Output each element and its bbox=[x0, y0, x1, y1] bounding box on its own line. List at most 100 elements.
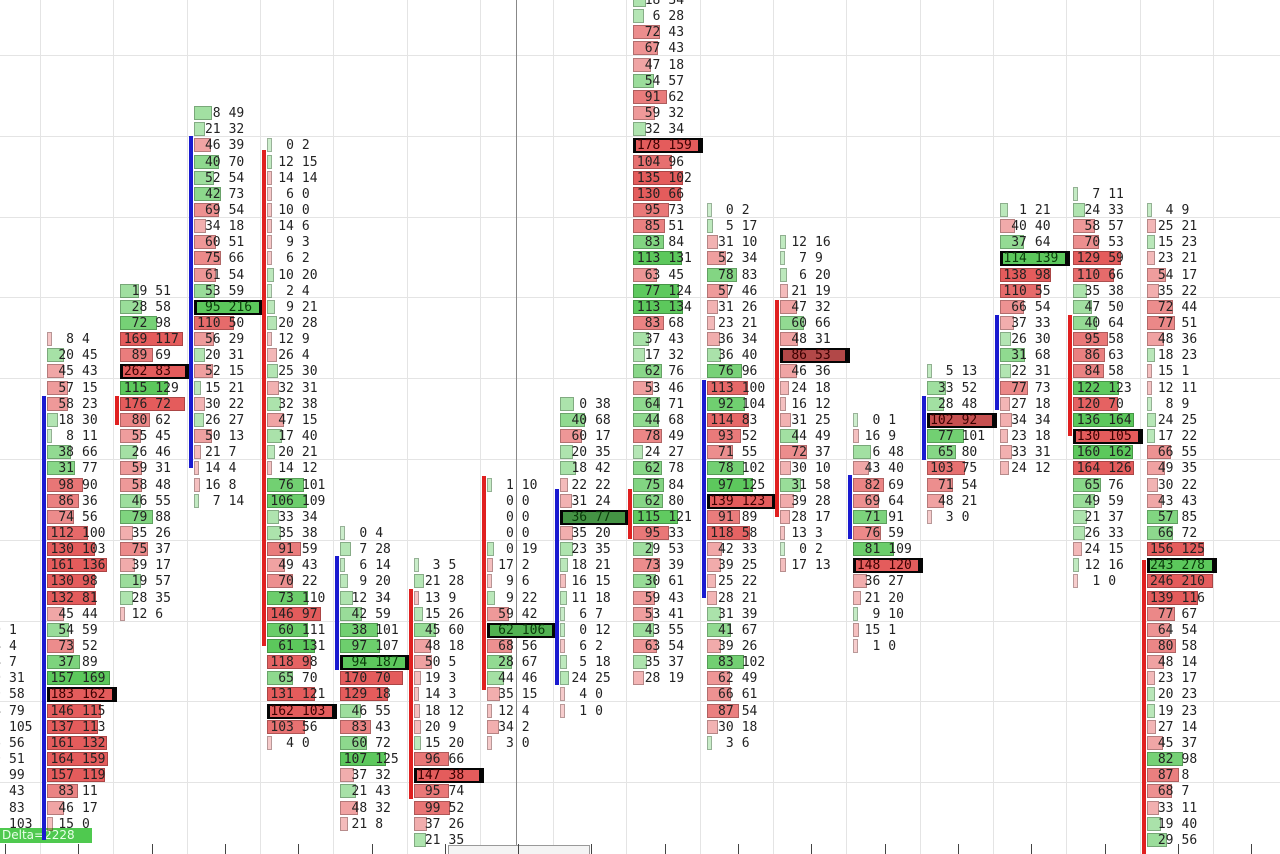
price-level-cell[interactable]: 66 61 bbox=[706, 687, 777, 702]
poc-cell[interactable]: 243 278 bbox=[1146, 558, 1217, 574]
price-level-cell[interactable]: 169 117 bbox=[120, 332, 190, 347]
price-level-cell[interactable]: 59 42 bbox=[486, 606, 557, 622]
price-level-cell[interactable]: 67 43 bbox=[633, 41, 703, 56]
price-level-cell[interactable]: 29 56 bbox=[1146, 832, 1217, 848]
price-level-cell[interactable]: 36 34 bbox=[706, 332, 777, 347]
price-level-cell[interactable]: 21 32 bbox=[193, 122, 264, 137]
price-level-cell[interactable]: 146 115 bbox=[47, 703, 117, 719]
price-level-cell[interactable]: 5 13 bbox=[926, 364, 997, 379]
price-level-cell[interactable]: 62 49 bbox=[706, 671, 777, 686]
price-level-cell[interactable]: 57 46 bbox=[706, 283, 777, 299]
price-level-cell[interactable]: 60 111 bbox=[266, 622, 337, 638]
price-level-cell[interactable]: 48 32 bbox=[340, 800, 410, 816]
price-level-cell[interactable]: 112 100 bbox=[47, 525, 117, 541]
price-level-cell[interactable]: 80 58 bbox=[1146, 639, 1217, 654]
price-level-cell[interactable]: 19 51 bbox=[120, 283, 190, 299]
price-level-cell[interactable]: 55 45 bbox=[120, 429, 190, 444]
price-level-cell[interactable]: 17 13 bbox=[780, 558, 850, 573]
price-level-cell[interactable]: 99 52 bbox=[413, 800, 484, 816]
price-level-cell[interactable]: 24 27 bbox=[633, 445, 703, 460]
price-level-cell[interactable]: 18 21 bbox=[560, 558, 630, 573]
price-level-cell[interactable]: 53 59 bbox=[193, 283, 264, 299]
price-level-cell[interactable]: 115 121 bbox=[633, 509, 703, 525]
price-level-cell[interactable]: 43 43 bbox=[1146, 493, 1217, 509]
price-level-cell[interactable]: 951 bbox=[0, 752, 44, 767]
price-level-cell[interactable]: 161 136 bbox=[47, 558, 117, 573]
price-level-cell[interactable]: 96 66 bbox=[413, 752, 484, 767]
price-level-cell[interactable]: 28 35 bbox=[120, 590, 190, 606]
price-level-cell[interactable]: 73 39 bbox=[633, 558, 703, 573]
price-level-cell[interactable]: 82 69 bbox=[853, 477, 923, 493]
price-level-cell[interactable]: 77 73 bbox=[999, 380, 1070, 396]
price-level-cell[interactable]: 15 26 bbox=[413, 606, 484, 622]
price-level-cell[interactable]: 95 58 bbox=[1073, 332, 1143, 347]
price-level-cell[interactable]: 104 96 bbox=[633, 154, 703, 170]
price-level-cell[interactable]: 52 15 bbox=[193, 364, 264, 379]
price-level-cell[interactable]: 21 19 bbox=[780, 283, 850, 299]
price-level-cell[interactable]: 16 9 bbox=[853, 429, 923, 444]
price-level-cell[interactable]: 479 bbox=[0, 704, 44, 719]
price-level-cell[interactable]: 135 102 bbox=[633, 170, 703, 186]
price-level-cell[interactable]: 73 52 bbox=[47, 639, 117, 654]
price-level-cell[interactable]: 7 11 bbox=[1073, 186, 1143, 202]
price-level-cell[interactable]: 958 bbox=[0, 687, 44, 702]
price-level-cell[interactable]: 27 18 bbox=[999, 396, 1070, 412]
price-level-cell[interactable]: 66 55 bbox=[1146, 445, 1217, 460]
price-level-cell[interactable]: 61 131 bbox=[266, 639, 337, 654]
price-level-cell[interactable]: 52 54 bbox=[193, 170, 264, 186]
price-level-cell[interactable]: 21 28 bbox=[413, 574, 484, 589]
price-level-cell[interactable]: 110 66 bbox=[1073, 267, 1143, 283]
price-level-cell[interactable]: 21 7 bbox=[193, 445, 264, 460]
price-level-cell[interactable]: 37 64 bbox=[999, 235, 1070, 250]
price-level-cell[interactable]: 64 54 bbox=[1146, 622, 1217, 638]
price-level-cell[interactable]: 48 18 bbox=[413, 639, 484, 654]
price-level-cell[interactable]: 50 5 bbox=[413, 655, 484, 670]
price-level-cell[interactable]: 44 bbox=[0, 639, 44, 654]
price-level-cell[interactable]: 40 68 bbox=[560, 412, 630, 428]
poc-cell[interactable]: 148 120 bbox=[853, 558, 924, 574]
price-level-cell[interactable]: 24 12 bbox=[999, 461, 1070, 476]
price-level-cell[interactable]: 23 35 bbox=[560, 542, 630, 557]
price-level-cell[interactable]: 32 31 bbox=[266, 380, 337, 396]
price-level-cell[interactable]: 35 20 bbox=[560, 525, 630, 541]
price-level-cell[interactable]: 170 70 bbox=[340, 671, 410, 686]
price-level-cell[interactable]: 20 23 bbox=[1146, 687, 1217, 702]
price-level-cell[interactable]: 103 56 bbox=[266, 719, 337, 735]
price-level-cell[interactable]: 16 12 bbox=[780, 396, 850, 412]
price-level-cell[interactable]: 23 17 bbox=[1146, 671, 1217, 686]
price-level-cell[interactable]: 113 131 bbox=[633, 251, 703, 266]
price-level-cell[interactable]: 12 15 bbox=[266, 154, 337, 170]
price-level-cell[interactable]: 37 33 bbox=[999, 316, 1070, 331]
price-level-cell[interactable]: 91 59 bbox=[266, 542, 337, 557]
price-level-cell[interactable]: 13 9 bbox=[413, 590, 484, 606]
price-level-cell[interactable]: 66 54 bbox=[999, 299, 1070, 315]
price-level-cell[interactable]: 39 25 bbox=[706, 558, 777, 573]
price-level-cell[interactable]: 12 11 bbox=[1146, 380, 1217, 396]
price-level-cell[interactable]: 71 55 bbox=[706, 445, 777, 460]
price-level-cell[interactable]: 0 12 bbox=[560, 622, 630, 638]
price-level-cell[interactable]: 93 52 bbox=[706, 429, 777, 444]
price-level-cell[interactable]: 92 104 bbox=[706, 396, 777, 412]
price-level-cell[interactable]: 23 21 bbox=[1146, 251, 1217, 266]
price-level-cell[interactable]: 15 23 bbox=[1146, 235, 1217, 250]
price-level-cell[interactable]: 130 66 bbox=[633, 186, 703, 202]
price-level-cell[interactable]: 50 13 bbox=[193, 429, 264, 444]
price-level-cell[interactable]: 45 44 bbox=[47, 606, 117, 622]
poc-cell[interactable]: 62 106 bbox=[486, 622, 557, 638]
price-level-cell[interactable]: 8 49 bbox=[193, 106, 264, 121]
price-level-cell[interactable]: 38 101 bbox=[340, 622, 410, 638]
price-level-cell[interactable]: 17 40 bbox=[266, 429, 337, 444]
price-level-cell[interactable]: 164 159 bbox=[47, 752, 117, 767]
price-level-cell[interactable]: 43 55 bbox=[633, 622, 703, 638]
poc-cell[interactable]: 130 105 bbox=[1073, 429, 1144, 445]
price-level-cell[interactable]: 42 33 bbox=[706, 542, 777, 557]
price-level-cell[interactable]: 15 1 bbox=[853, 622, 923, 638]
poc-cell[interactable]: 36 77 bbox=[560, 509, 631, 525]
price-level-cell[interactable]: 18 12 bbox=[413, 703, 484, 719]
price-level-cell[interactable]: 62 76 bbox=[633, 364, 703, 379]
